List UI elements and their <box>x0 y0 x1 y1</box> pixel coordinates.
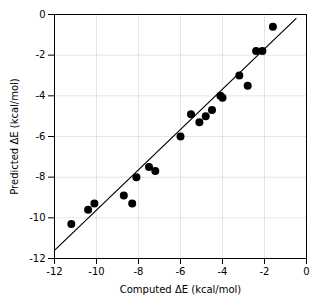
svg-text:-2: -2 <box>36 49 46 60</box>
svg-text:-12: -12 <box>29 253 45 264</box>
svg-text:-4: -4 <box>36 90 46 101</box>
svg-text:-4: -4 <box>218 266 228 277</box>
svg-text:-10: -10 <box>29 212 45 223</box>
svg-text:-12: -12 <box>46 266 62 277</box>
svg-text:Computed ΔE (kcal/mol): Computed ΔE (kcal/mol) <box>120 284 242 295</box>
svg-text:Predicted ΔE (kcal/mol): Predicted ΔE (kcal/mol) <box>9 78 20 195</box>
svg-text:0: 0 <box>39 9 45 20</box>
svg-text:-8: -8 <box>36 171 46 182</box>
svg-text:-6: -6 <box>36 131 46 142</box>
svg-text:-8: -8 <box>134 266 144 277</box>
svg-text:-10: -10 <box>88 266 104 277</box>
svg-text:0: 0 <box>303 266 309 277</box>
svg-text:-2: -2 <box>260 266 270 277</box>
svg-text:-6: -6 <box>176 266 186 277</box>
